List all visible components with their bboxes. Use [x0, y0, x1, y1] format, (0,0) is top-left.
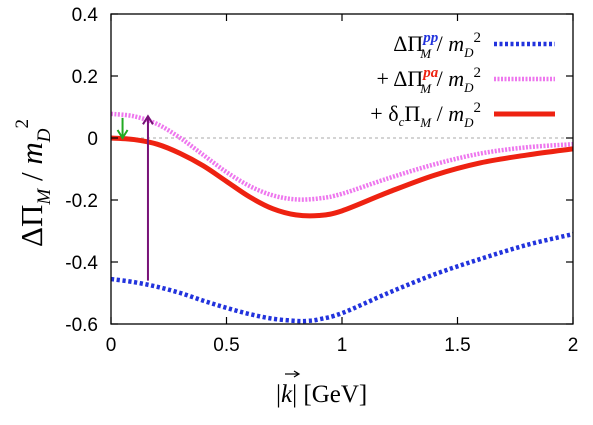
legend-entry-pa: + ΔΠpa M / mD2 — [377, 65, 555, 96]
legend: ΔΠpp M / mD2 + ΔΠpa M / mD2 + δcΠM / mD2 — [370, 30, 555, 130]
series-line-0 — [110, 231, 574, 324]
series-line-1 — [110, 111, 574, 202]
x-axis-label: |k| [GeV] — [276, 370, 367, 408]
x-tick-label: 0.5 — [213, 335, 239, 356]
x-tick-label: 1 — [337, 335, 348, 356]
plot-frame — [110, 13, 574, 325]
series-line-2 — [110, 135, 574, 219]
series-layer — [110, 111, 574, 324]
y-tick-label: 0.4 — [72, 5, 99, 26]
y-tick-label: 0.2 — [72, 67, 98, 88]
axis-ticks: 0 0.5 1 1.5 2 0.4 0.2 0 -0.2 -0.4 -0.6 — [65, 5, 578, 356]
y-tick-label: -0.6 — [65, 315, 98, 336]
svg-text:ΔΠM / mD2: ΔΠM / mD2 — [12, 119, 55, 247]
y-tick-label: 0 — [87, 129, 98, 150]
annotation-arrows — [116, 114, 154, 281]
y-axis-label: ΔΠM / mD2 — [12, 119, 55, 247]
y-tick-label: -0.2 — [65, 191, 98, 212]
x-tick-label: 1.5 — [444, 335, 470, 356]
legend-entry-deltac: + δcΠM / mD2 — [370, 100, 555, 130]
annotation-arrow-head — [116, 129, 129, 140]
svg-text:+ δcΠM / mD2: + δcΠM / mD2 — [370, 100, 481, 130]
legend-entry-pp: ΔΠpp M / mD2 — [393, 30, 555, 61]
annotation-arrow-head — [142, 114, 154, 125]
x-tick-label: 0 — [106, 335, 117, 356]
x-tick-label: 2 — [568, 335, 579, 356]
y-tick-label: -0.4 — [65, 253, 98, 274]
svg-text:|k| [GeV]: |k| [GeV] — [276, 381, 367, 408]
